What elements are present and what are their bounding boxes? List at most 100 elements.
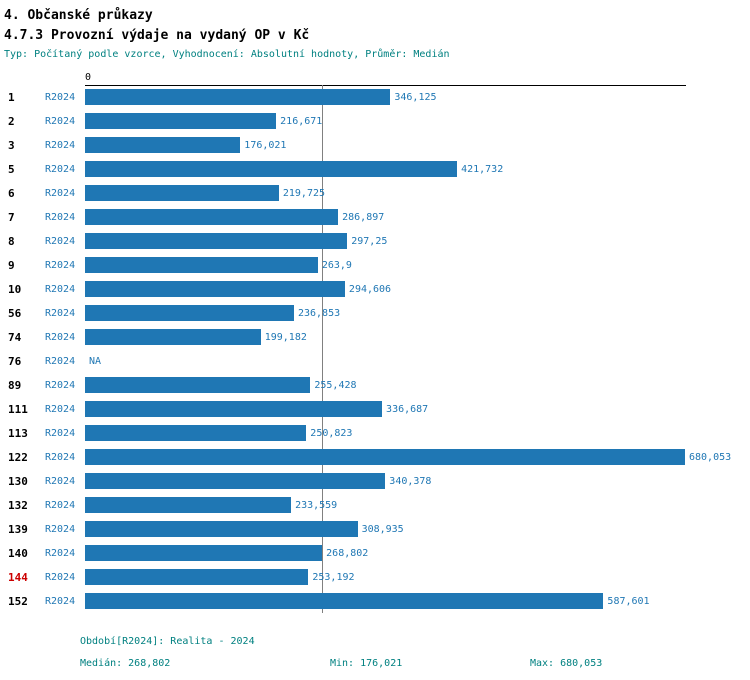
row-series-label: R2024 — [45, 235, 76, 247]
value-bar — [85, 89, 391, 105]
chart-row: 56 R2024 236,853 — [0, 301, 750, 325]
chart-row: 152 R2024 587,601 — [0, 589, 750, 613]
na-label: NA — [89, 355, 102, 367]
median-stat: Medián: 268,802 — [80, 658, 171, 669]
row-series-label: R2024 — [45, 187, 76, 199]
value-bar — [85, 185, 279, 201]
value-bar — [85, 257, 318, 273]
bar-area: 233,559 — [85, 497, 685, 513]
bar-area: 263,9 — [85, 257, 685, 273]
value-label: 587,601 — [607, 595, 650, 607]
bar-area: 199,182 — [85, 329, 685, 345]
chart-row: 3 R2024 176,021 — [0, 133, 750, 157]
period-label: Období[R2024]: Realita - 2024 — [80, 636, 255, 647]
row-series-label: R2024 — [45, 523, 76, 535]
chart-row: 76 R2024 NA — [0, 349, 750, 373]
row-series-label: R2024 — [45, 91, 76, 103]
bar-area: 680,053 — [85, 449, 731, 465]
value-bar — [85, 593, 604, 609]
row-series-label: R2024 — [45, 379, 76, 391]
value-bar — [85, 281, 345, 297]
row-number: 144 — [8, 570, 28, 584]
row-number: 10 — [8, 282, 22, 296]
value-label: 340,378 — [389, 475, 432, 487]
chart-title: 4.7.3 Provozní výdaje na vydaný OP v Kč — [4, 28, 310, 43]
bar-area: 297,25 — [85, 233, 685, 249]
value-label: 294,606 — [348, 283, 392, 295]
bar-area: 255,428 — [85, 377, 685, 393]
bar-area: 308,935 — [85, 521, 685, 537]
value-bar — [85, 233, 348, 249]
row-number: 9 — [8, 258, 15, 272]
row-series-label: R2024 — [45, 355, 76, 367]
value-label: 336,687 — [386, 403, 429, 415]
row-number: 7 — [8, 210, 15, 224]
value-label: 236,853 — [297, 307, 341, 319]
row-series-label: R2024 — [45, 139, 76, 151]
row-number: 56 — [8, 306, 22, 320]
max-stat: Max: 680,053 — [530, 658, 603, 669]
value-bar — [85, 521, 358, 537]
chart-row: 6 R2024 219,725 — [0, 181, 750, 205]
row-series-label: R2024 — [45, 211, 76, 223]
value-bar — [85, 425, 307, 441]
row-number: 1 — [8, 90, 15, 104]
bar-area: 286,897 — [85, 209, 685, 225]
chart-row: 10 R2024 294,606 — [0, 277, 750, 301]
value-label: 176,021 — [244, 139, 287, 151]
value-bar — [85, 305, 294, 321]
row-number: 76 — [8, 354, 22, 368]
row-series-label: R2024 — [45, 259, 76, 271]
chart-row: 1 R2024 346,125 — [0, 85, 750, 109]
value-label: 263,9 — [321, 259, 352, 271]
value-label: 216,671 — [280, 115, 323, 127]
row-number: 89 — [8, 378, 22, 392]
row-number: 8 — [8, 234, 15, 248]
bar-area: 219,725 — [85, 185, 685, 201]
chart-row: 2 R2024 216,671 — [0, 109, 750, 133]
chart-row: 139 R2024 308,935 — [0, 517, 750, 541]
bar-area: 268,802 — [85, 545, 685, 561]
row-series-label: R2024 — [45, 163, 76, 175]
bar-area: 216,671 — [85, 113, 685, 129]
bar-area: 336,687 — [85, 401, 685, 417]
row-series-label: R2024 — [45, 403, 76, 415]
row-series-label: R2024 — [45, 595, 76, 607]
row-series-label: R2024 — [45, 331, 76, 343]
value-label: 268,802 — [326, 547, 369, 559]
value-bar — [85, 113, 277, 129]
chart-row: 144 R2024 253,192 — [0, 565, 750, 589]
value-bar — [85, 209, 339, 225]
row-number: 6 — [8, 186, 15, 200]
stats-line: Medián: 268,802 Min: 176,021 Max: 680,05… — [80, 657, 750, 671]
bar-area: 250,823 — [85, 425, 685, 441]
chart-row: 132 R2024 233,559 — [0, 493, 750, 517]
row-number: 2 — [8, 114, 15, 128]
chart-row: 5 R2024 421,732 — [0, 157, 750, 181]
min-stat: Min: 176,021 — [330, 658, 403, 669]
chart-rows: 1 R2024 346,125 2 R2024 216,671 3 R2024 176,021 5… — [0, 85, 750, 613]
value-bar — [85, 497, 292, 513]
bar-area: 340,378 — [85, 473, 685, 489]
chart-row: 130 R2024 340,378 — [0, 469, 750, 493]
value-bar — [85, 449, 685, 465]
chart-meta: Typ: Počítaný podle vzorce, Vyhodnocení:… — [4, 49, 450, 60]
value-label: 421,732 — [461, 163, 504, 175]
value-bar — [85, 401, 383, 417]
value-label: 346,125 — [394, 91, 437, 103]
chart-row: 8 R2024 297,25 — [0, 229, 750, 253]
value-bar — [85, 545, 323, 561]
bar-area: 421,732 — [85, 161, 685, 177]
bar-area: 176,021 — [85, 137, 685, 153]
row-series-label: R2024 — [45, 475, 76, 487]
row-series-label: R2024 — [45, 115, 76, 127]
row-number: 111 — [8, 402, 28, 416]
bar-area: 346,125 — [85, 89, 685, 105]
median-gridline — [322, 85, 324, 613]
value-bar — [85, 377, 311, 393]
row-number: 130 — [8, 474, 28, 488]
section-title: 4. Občanské průkazy — [4, 8, 153, 23]
horizontal-bar-chart: 0 1 R2024 346,125 2 R2024 216,671 3 R2024 176,02… — [0, 72, 750, 613]
value-label: 250,823 — [310, 427, 353, 439]
row-number: 5 — [8, 162, 15, 176]
